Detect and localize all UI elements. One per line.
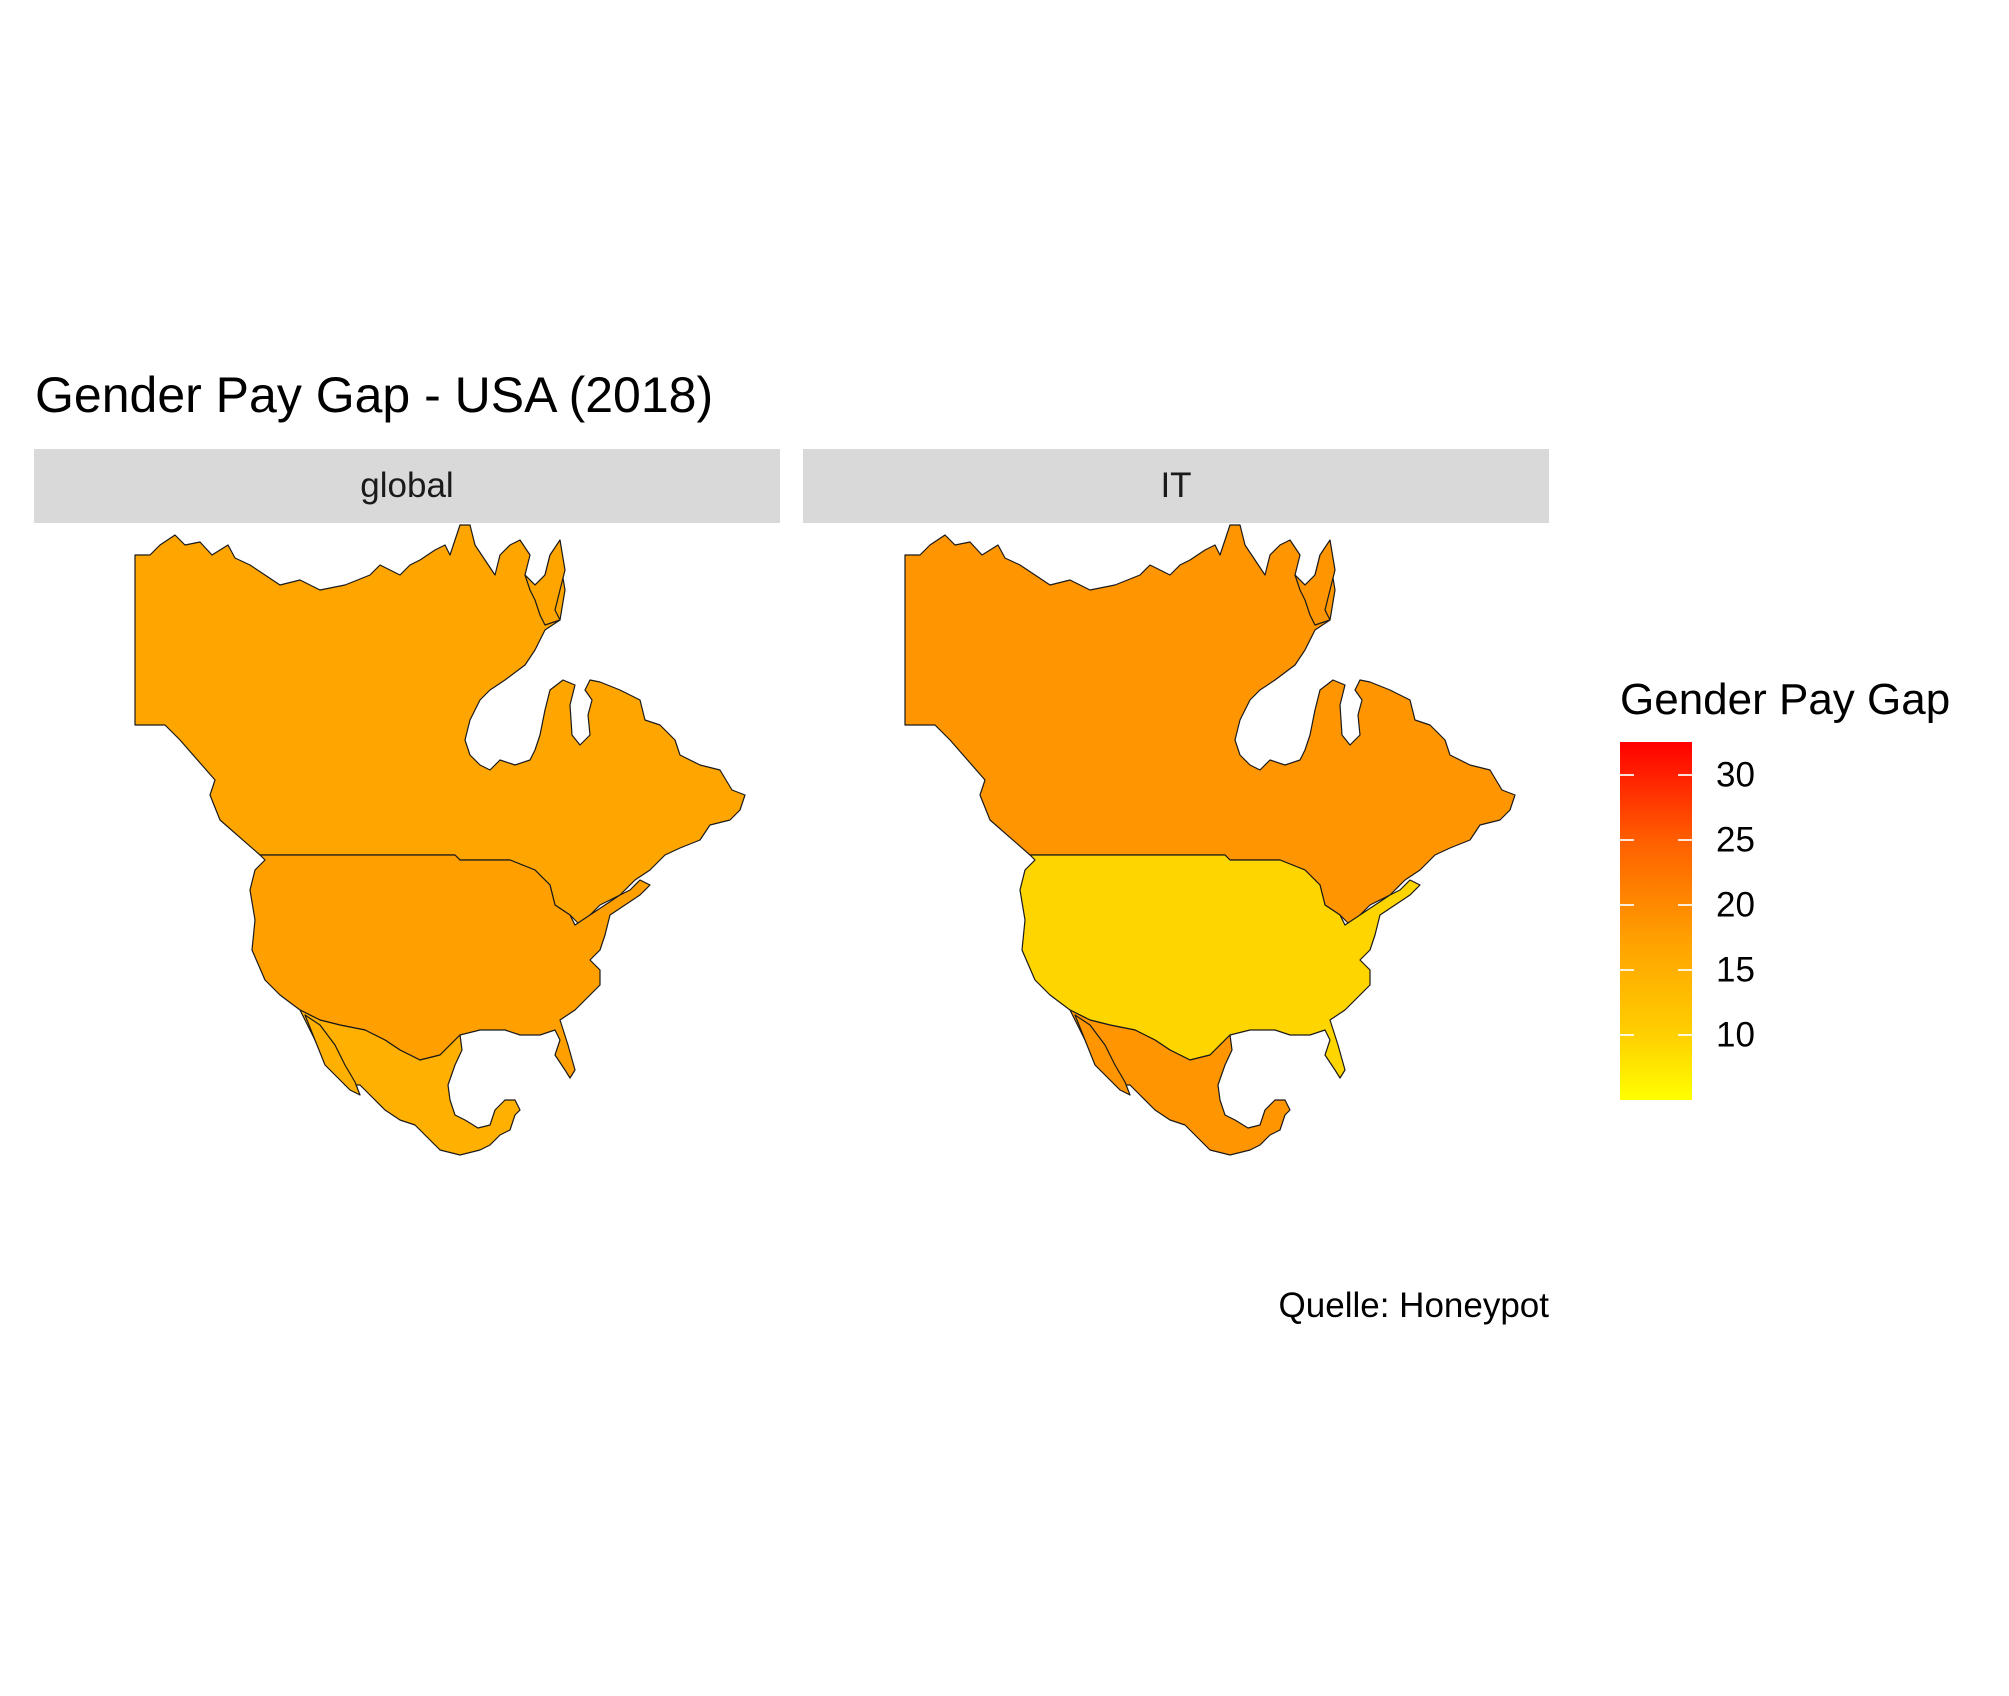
legend-tick-mark [1620, 968, 1634, 971]
chart-title: Gender Pay Gap - USA (2018) [35, 367, 714, 423]
legend-tick-label: 10 [1716, 1015, 1755, 1055]
region-usa [249, 854, 651, 1079]
region-mexico [1069, 1009, 1291, 1156]
legend-tick-mark [1678, 773, 1692, 776]
region-canada [904, 524, 1516, 926]
facet-strip-it: IT [803, 449, 1549, 523]
legend-tick-mark [1678, 838, 1692, 841]
map-panel-global [134, 524, 746, 1156]
legend-tick-label: 15 [1716, 950, 1755, 990]
legend-tick-label: 20 [1716, 885, 1755, 925]
legend-tick-label: 30 [1716, 755, 1755, 795]
legend-title: Gender Pay Gap [1620, 675, 1951, 724]
facet-label-it: IT [1160, 466, 1192, 505]
region-mexico-part-1 [1074, 1014, 1131, 1096]
region-usa [1019, 854, 1421, 1079]
legend-tick-mark [1678, 903, 1692, 906]
legend-tick-mark [1620, 773, 1634, 776]
legend-tick-mark [1678, 1033, 1692, 1036]
legend-tick-mark [1620, 903, 1634, 906]
region-mexico-part-1 [304, 1014, 361, 1096]
region-canada-part-1 [524, 539, 566, 626]
region-canada-part-1 [1294, 539, 1336, 626]
legend-colorbar [1620, 742, 1692, 1100]
legend-tick-mark [1620, 1033, 1634, 1036]
facet-strip-global: global [34, 449, 780, 523]
region-canada [134, 524, 746, 926]
facet-label-global: global [360, 466, 454, 505]
legend-tick-mark [1620, 838, 1634, 841]
caption-source: Quelle: Honeypot [1278, 1286, 1549, 1325]
legend-tick-mark [1678, 968, 1692, 971]
region-mexico [299, 1009, 521, 1156]
legend-tick-label: 25 [1716, 820, 1755, 860]
map-panel-it [904, 524, 1516, 1156]
